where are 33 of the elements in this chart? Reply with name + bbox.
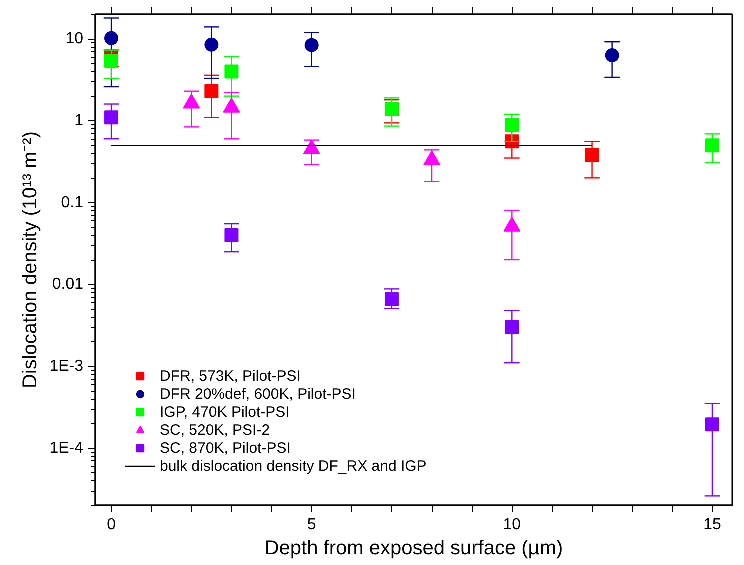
point — [585, 148, 600, 162]
y-tick-label: 1E-4 — [50, 440, 84, 457]
x-tick-label: 15 — [704, 516, 722, 534]
legend-label: IGP, 470K Pilot-PSI — [160, 403, 290, 421]
point — [505, 118, 520, 132]
point — [224, 64, 239, 79]
x-tick-label: 0 — [107, 516, 116, 534]
y-tick-label: 0.1 — [61, 194, 84, 212]
legend-label: DFR 20%def, 600K, Pilot-PSI — [160, 385, 356, 403]
legend-label: DFR, 573K, Pilot-PSI — [160, 367, 301, 385]
legend-label: bulk dislocation density DF_RX and IGP — [160, 457, 427, 475]
x-tick-label: 5 — [307, 516, 316, 534]
point — [705, 138, 720, 153]
legend-label: SC, 520K, PSI-2 — [160, 421, 270, 439]
point — [384, 292, 399, 306]
point — [605, 48, 620, 63]
point — [705, 418, 720, 432]
point — [505, 320, 520, 334]
x-tick-label: 10 — [503, 516, 522, 534]
y-tick-label: 1 — [74, 112, 84, 130]
point — [224, 228, 239, 242]
x-axis-title: Depth from exposed surface (µm) — [264, 538, 564, 560]
y-tick-label: 1E-3 — [50, 358, 84, 375]
point — [104, 54, 119, 68]
y-tick-label: 0.01 — [52, 276, 84, 294]
y-axis-title: Dislocation density (10¹³ m⁻²) — [20, 131, 42, 389]
point — [204, 84, 219, 98]
point — [304, 38, 319, 52]
point — [204, 38, 219, 52]
point — [104, 110, 119, 125]
legend-label: SC, 870K, Pilot-PSI — [160, 439, 291, 457]
point — [104, 31, 119, 46]
y-tick-label: 10 — [66, 30, 84, 48]
